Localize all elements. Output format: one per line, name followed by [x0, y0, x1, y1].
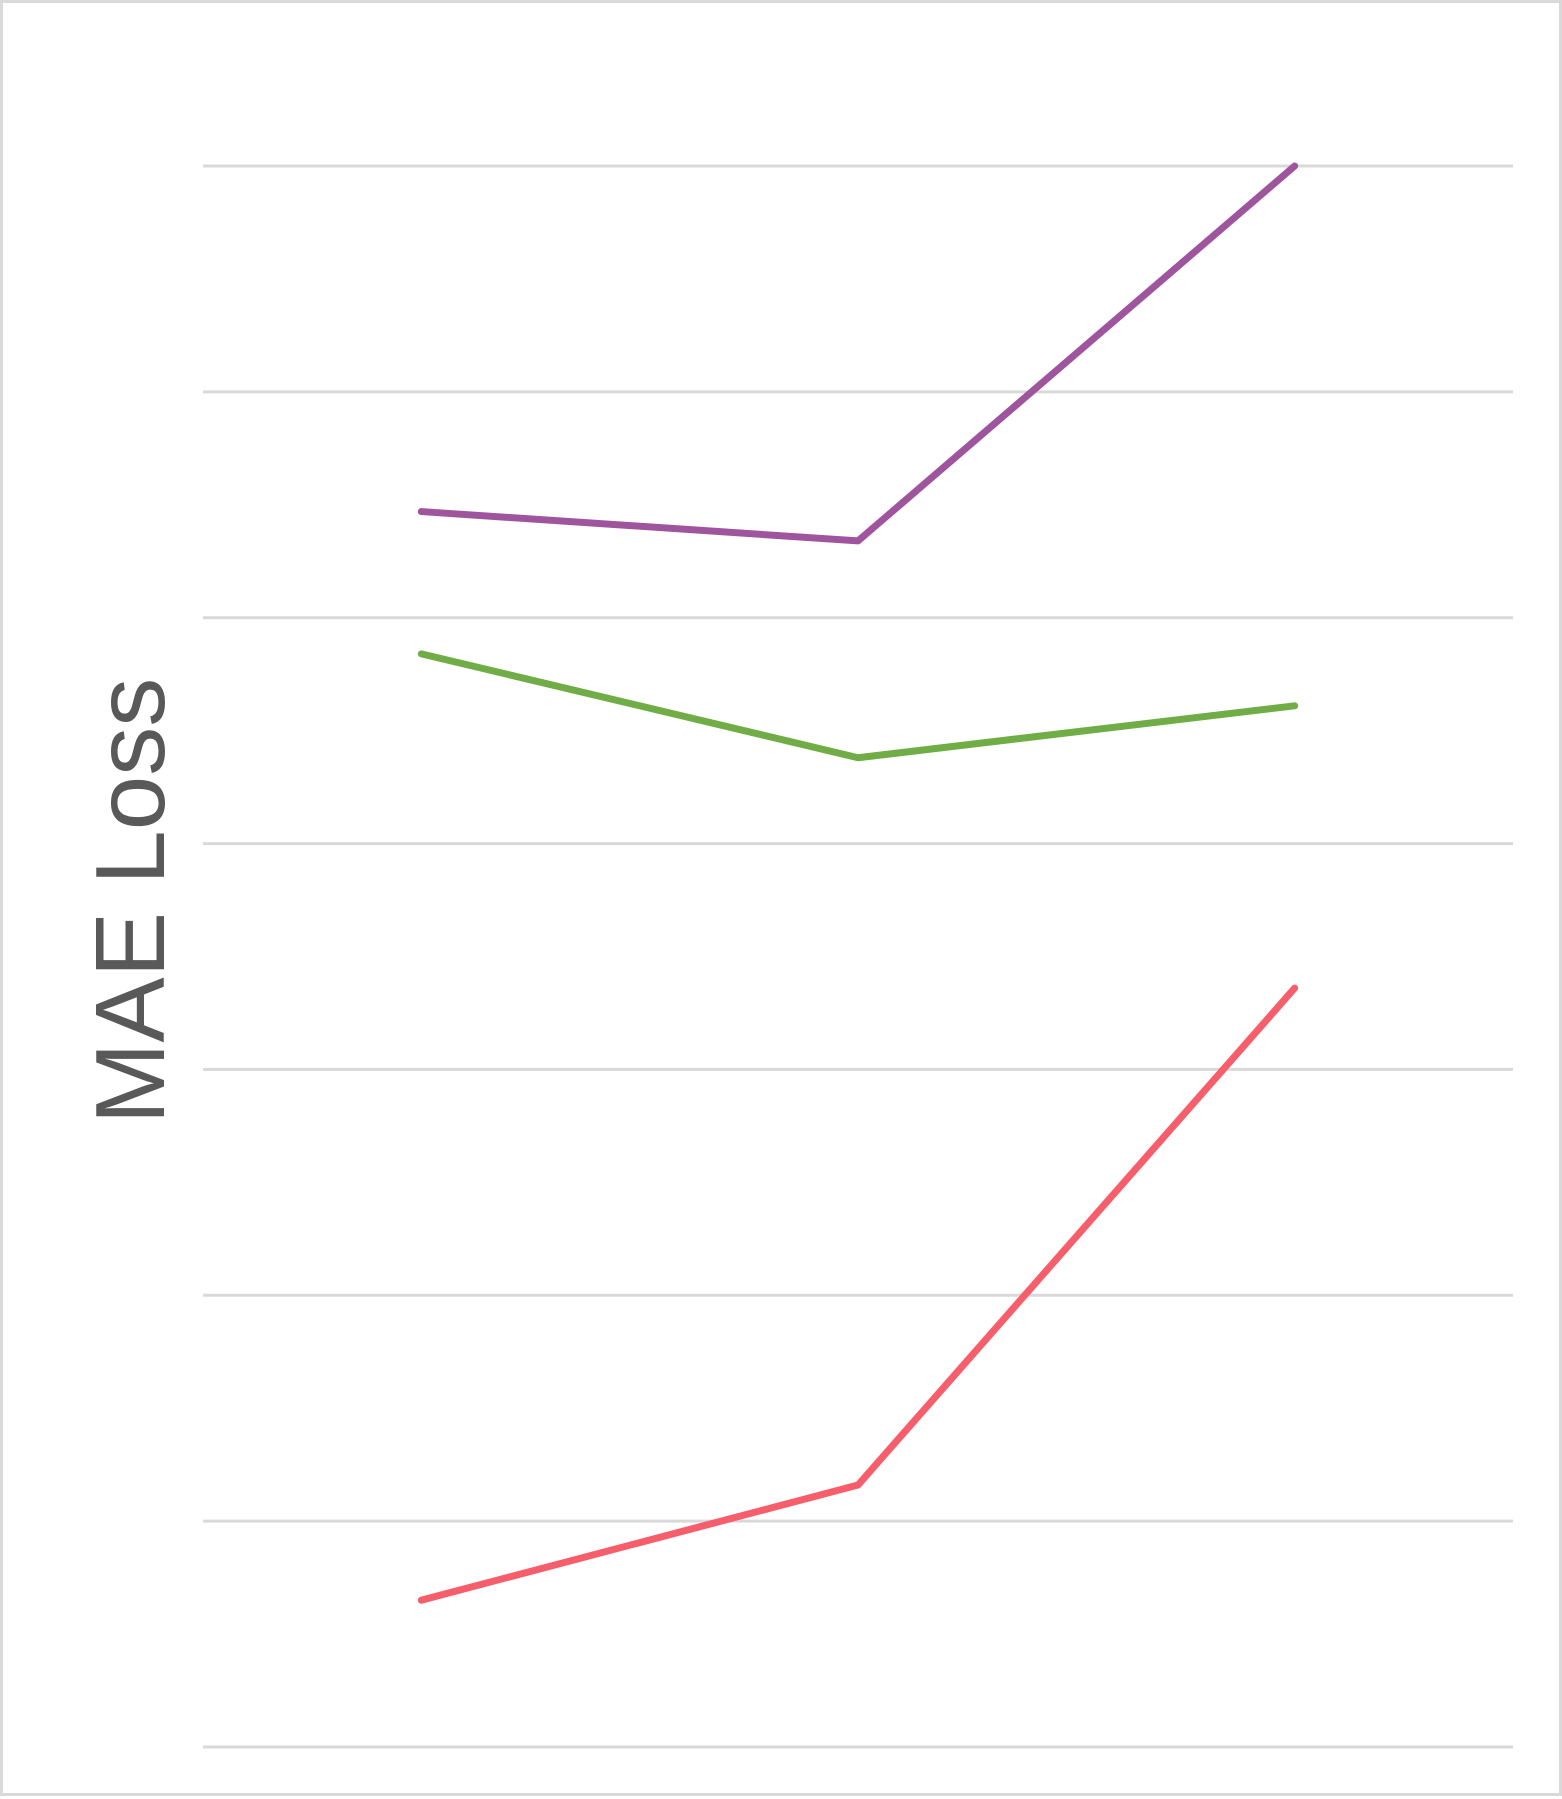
series-line-2: [417, 650, 1299, 762]
series-layer: [417, 162, 1299, 1604]
series-line-1: [417, 162, 1299, 545]
series-line-3: [417, 984, 1299, 1604]
line-chart: MAE Loss: [75, 162, 1513, 1749]
gridlines: [203, 164, 1513, 1749]
y-axis-label: MAE Loss: [75, 678, 185, 1125]
